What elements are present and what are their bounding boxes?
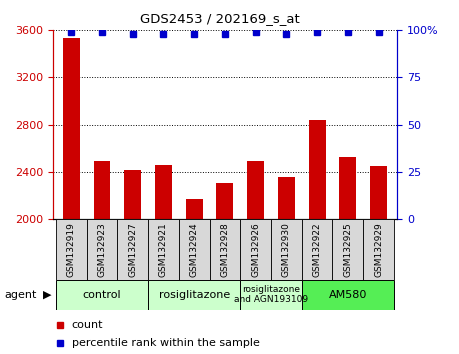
Text: GSM132926: GSM132926 (251, 222, 260, 277)
Text: GSM132919: GSM132919 (67, 222, 76, 277)
Bar (370, 166, 387, 219)
Bar (308, 120, 325, 219)
Bar (124, 170, 141, 219)
Text: count: count (72, 320, 103, 330)
Bar (210, 219, 240, 280)
Bar (302, 219, 332, 280)
Bar (217, 183, 233, 219)
Text: rosiglitazone
and AGN193109: rosiglitazone and AGN193109 (234, 285, 308, 304)
Bar (240, 280, 302, 310)
Text: GSM132927: GSM132927 (128, 222, 137, 277)
Bar (363, 219, 394, 280)
Bar (148, 219, 179, 280)
Text: GSM132923: GSM132923 (97, 222, 106, 277)
Bar (302, 280, 394, 310)
Bar (87, 219, 118, 280)
Text: GSM132925: GSM132925 (343, 222, 353, 277)
Bar (339, 157, 356, 219)
Text: GSM132921: GSM132921 (159, 222, 168, 277)
Text: GSM132924: GSM132924 (190, 222, 199, 277)
Text: agent: agent (5, 290, 37, 299)
Text: rosiglitazone: rosiglitazone (158, 290, 230, 300)
Bar (155, 165, 172, 219)
Text: GSM132922: GSM132922 (313, 222, 322, 277)
Text: ▶: ▶ (43, 290, 51, 299)
Bar (186, 199, 202, 219)
Text: AM580: AM580 (329, 290, 367, 300)
Text: GDS2453 / 202169_s_at: GDS2453 / 202169_s_at (140, 12, 300, 25)
Bar (240, 219, 271, 280)
Bar (278, 177, 295, 219)
Bar (271, 219, 302, 280)
Bar (56, 219, 87, 280)
Bar (247, 161, 264, 219)
Text: control: control (83, 290, 121, 300)
Bar (63, 38, 80, 219)
Bar (56, 280, 148, 310)
Bar (148, 280, 240, 310)
Text: GSM132930: GSM132930 (282, 222, 291, 277)
Bar (332, 219, 363, 280)
Text: percentile rank within the sample: percentile rank within the sample (72, 338, 260, 348)
Text: GSM132929: GSM132929 (374, 222, 383, 277)
Bar (179, 219, 210, 280)
Text: GSM132928: GSM132928 (220, 222, 230, 277)
Bar (94, 161, 111, 219)
Bar (118, 219, 148, 280)
